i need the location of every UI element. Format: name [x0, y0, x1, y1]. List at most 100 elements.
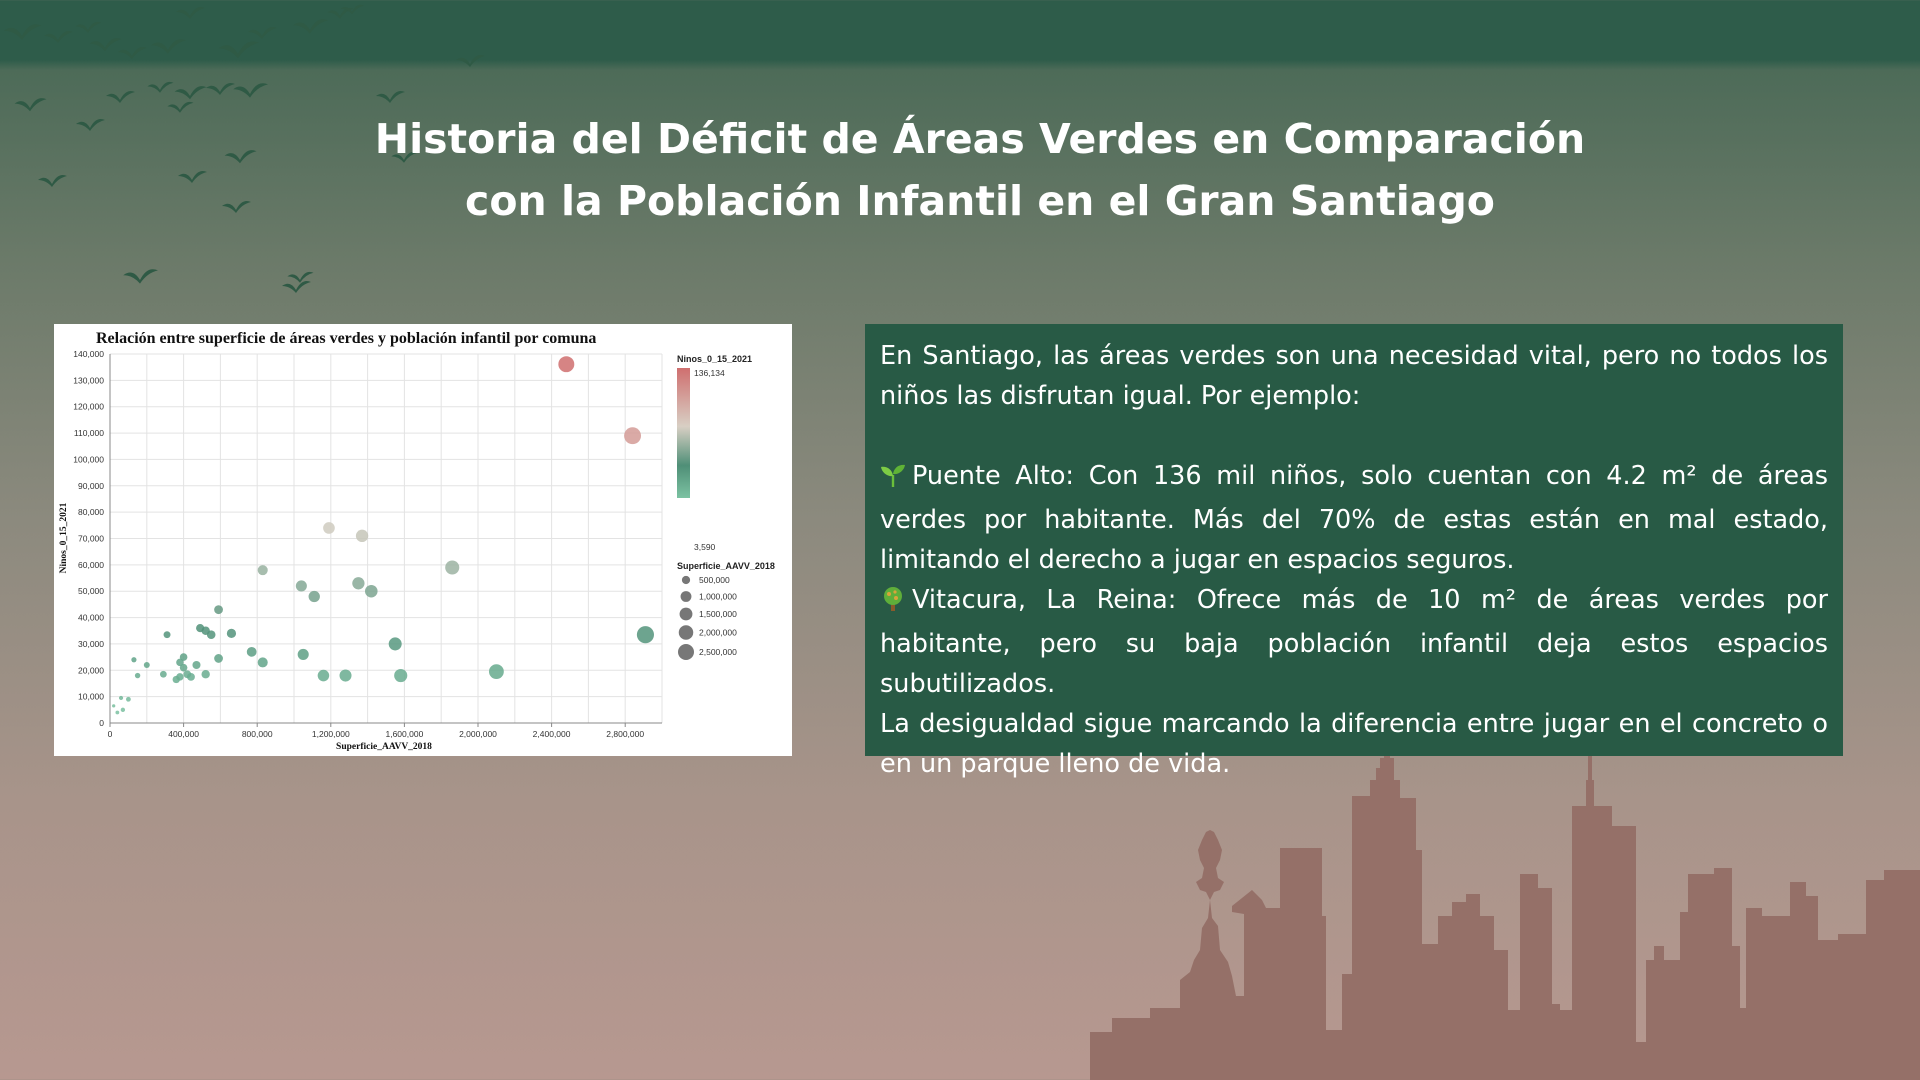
y-tick-label: 70,000	[78, 534, 104, 544]
scatter-point	[352, 577, 365, 590]
size-legend-marker	[681, 575, 691, 585]
scatter-points	[112, 356, 654, 715]
info-text-card: En Santiago, las áreas verdes son una ne…	[865, 324, 1843, 779]
x-tick-label: 2,000,000	[459, 729, 497, 739]
size-legend-marker	[678, 625, 694, 640]
x-tick-label: 1,600,000	[385, 729, 423, 739]
scatter-point	[323, 522, 335, 534]
bird-silhouette	[3, 24, 42, 40]
size-legend-label: 1,000,000	[699, 592, 737, 602]
size-legend-label: 2,500,000	[699, 647, 737, 657]
scatter-point	[206, 630, 216, 639]
scatter-point	[388, 637, 402, 651]
x-tick-label: 0	[108, 729, 113, 739]
scatter-point	[365, 584, 378, 598]
x-tick-label: 2,400,000	[533, 729, 571, 739]
size-legend-marker	[678, 644, 694, 660]
scatter-point	[201, 670, 210, 679]
scatter-point	[134, 672, 141, 679]
scatter-point	[295, 580, 307, 592]
city-skyline-silhouette	[1090, 740, 1920, 1080]
y-tick-label: 140,000	[73, 349, 104, 359]
page-title-line-1: Historia del Déficit de Áreas Verdes en …	[374, 115, 1586, 163]
y-tick-label: 20,000	[78, 665, 104, 675]
scatter-chart-card: Relación entre superficie de áreas verde…	[54, 324, 792, 756]
size-legend-title: Superficie_AAVV_2018	[677, 561, 775, 571]
vitacura-paragraph: Vitacura, La Reina: Ofrece más de 10 m² …	[880, 580, 1828, 704]
color-legend: Ninos_0_15_2021 136,134 3,590	[677, 354, 752, 552]
scatter-point	[120, 707, 126, 712]
scatter-point	[187, 672, 195, 681]
scatter-point	[159, 670, 167, 678]
y-tick-label: 130,000	[73, 375, 104, 385]
bird-silhouette	[233, 83, 268, 98]
y-tick-label: 80,000	[78, 507, 104, 517]
bird-silhouette	[391, 151, 418, 163]
y-tick-label: 0	[99, 718, 104, 728]
bird-silhouette	[178, 171, 207, 183]
bird-silhouette	[89, 38, 122, 52]
scatter-point	[118, 695, 124, 701]
scatter-point	[297, 648, 309, 661]
tree-icon	[880, 584, 906, 624]
size-legend-label: 1,500,000	[699, 609, 737, 619]
bird-silhouette	[218, 41, 259, 59]
scatter-point	[317, 669, 330, 682]
x-tick-label: 2,800,000	[606, 729, 644, 739]
color-legend-title: Ninos_0_15_2021	[677, 354, 752, 364]
y-axis-label: Ninos_0_15_2021	[59, 502, 69, 573]
bird-silhouette	[282, 281, 311, 293]
bird-silhouette	[376, 91, 405, 103]
page-title: Historia del Déficit de Áreas Verdes en …	[0, 108, 1920, 232]
bird-silhouette	[248, 27, 277, 39]
y-tick-label: 120,000	[73, 402, 104, 412]
bird-silhouette	[151, 39, 186, 54]
x-axis-ticks: 0 400,000 800,000 1,200,000 1,600,000 2,000,0…	[108, 723, 644, 739]
scatter-point	[179, 653, 188, 661]
bird-silhouette	[174, 86, 207, 100]
scatter-point	[624, 427, 642, 445]
bird-silhouette	[327, 7, 354, 19]
y-tick-label: 50,000	[78, 586, 104, 596]
color-legend-min-label: 3,590	[694, 542, 716, 552]
scatter-point	[143, 662, 150, 668]
bird-silhouette	[147, 81, 174, 93]
bird-silhouette	[44, 31, 73, 43]
bird-silhouette	[206, 83, 235, 95]
x-tick-label: 400,000	[168, 729, 199, 739]
scatter-point	[126, 696, 131, 702]
scatter-point	[214, 654, 223, 663]
scatter-point	[246, 646, 257, 657]
bird-silhouette	[38, 175, 67, 187]
scatter-point	[488, 664, 504, 680]
skyline-shape	[1090, 740, 1920, 1080]
scatter-point	[257, 657, 268, 668]
scatter-point	[558, 356, 575, 373]
size-legend-marker	[679, 607, 693, 621]
color-legend-max-label: 136,134	[694, 368, 725, 378]
bird-silhouette	[118, 47, 147, 59]
page-title-line-2: con la Población Infantil en el Gran San…	[465, 177, 1495, 225]
bird-silhouette	[76, 119, 105, 131]
scatter-point	[394, 668, 408, 683]
size-legend: Superficie_AAVV_2018 500,000 1,000,000 1,5…	[677, 561, 775, 660]
bird-silhouette	[340, 4, 364, 15]
x-axis-label: Superficie_AAVV_2018	[336, 742, 432, 752]
vitacura-text: Vitacura, La Reina: Ofrece más de 10 m² …	[880, 585, 1828, 699]
chart-grid	[109, 353, 663, 724]
scatter-point	[112, 704, 116, 708]
bird-silhouette	[106, 91, 135, 103]
bird-silhouette	[75, 21, 102, 33]
scatter-point	[172, 675, 180, 684]
scatter-point	[179, 663, 188, 672]
seedling-icon	[880, 460, 906, 500]
y-tick-label: 60,000	[78, 560, 104, 570]
scatter-point	[257, 565, 268, 576]
scatter-point	[308, 590, 320, 603]
scatter-point	[115, 710, 120, 715]
scatter-point	[131, 657, 137, 663]
scatter-point	[339, 669, 352, 682]
y-tick-label: 100,000	[73, 454, 104, 464]
scatter-point	[176, 658, 184, 667]
scatter-point	[163, 631, 171, 639]
